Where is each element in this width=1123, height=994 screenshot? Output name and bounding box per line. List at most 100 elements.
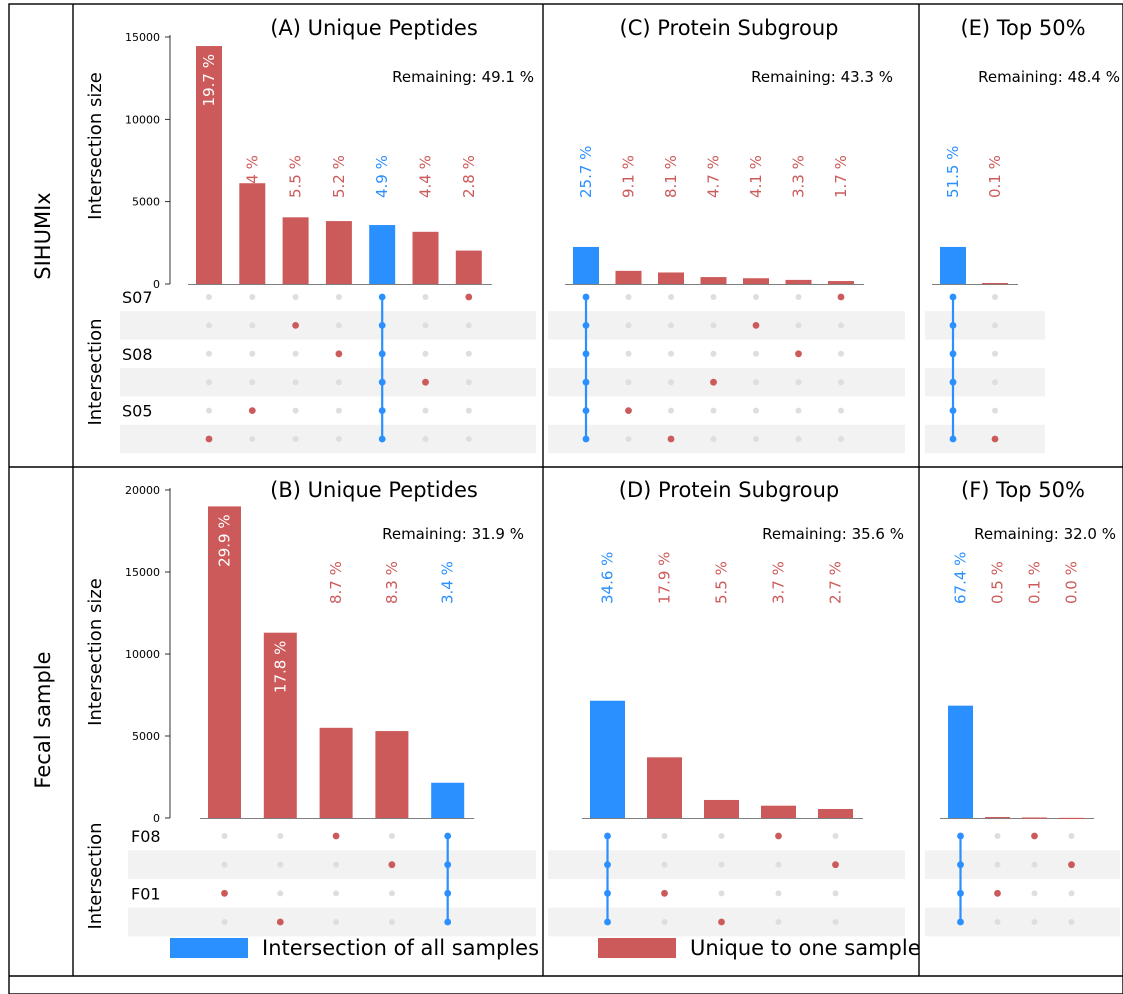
bar [948,705,973,818]
bar [375,731,409,818]
matrix-dot-active [444,918,452,926]
matrix-dot-inactive [668,294,674,300]
matrix-dot-inactive [992,379,998,386]
matrix-dot-active [378,435,386,443]
row-label-fecal: Fecal sample [31,651,55,788]
percent-label: 8.1 % [662,155,680,198]
percent-label: 51.5 % [944,146,962,198]
bar [263,632,297,818]
matrix-dot-inactive [277,861,284,868]
matrix-dot-inactive [249,436,256,442]
matrix-dot-inactive [753,436,759,442]
matrix-dot-inactive [333,890,340,897]
matrix-dot-inactive [292,379,299,386]
matrix-dot-inactive [465,350,472,357]
matrix-dot-inactive [292,407,299,414]
matrix-dot-inactive [795,322,802,329]
matrix-stripe [548,424,905,454]
matrix-dot-inactive [753,350,759,357]
matrix-dot-active [378,322,386,329]
matrix-dot-active [582,322,590,329]
matrix-dot-inactive [1068,919,1075,925]
matrix-label-bottom: Intersection [85,822,106,929]
matrix-dot-active [775,832,782,840]
percent-label: 2.8 % [460,155,478,198]
matrix-dot-inactive [277,890,284,897]
percent-label: 19.7 % [200,54,218,106]
percent-label: 4.9 % [373,155,391,198]
bar [818,808,853,818]
matrix-dot-active [661,889,668,897]
percent-label: 9.1 % [620,155,638,198]
matrix-dot-active [248,407,256,414]
percent-label: 67.4 % [952,552,970,604]
matrix-dot-active [752,322,760,329]
panel-title: (C) Protein Subgroup [620,16,839,40]
matrix-dot-inactive [832,919,839,925]
bar [647,757,682,818]
matrix-dot-inactive [221,861,228,868]
matrix-dot-active [994,889,1001,897]
matrix-dot-inactive [668,379,674,386]
bar [412,231,439,284]
matrix-dot-active [276,918,284,926]
bar [455,250,482,284]
matrix-dot-inactive [753,294,759,300]
remaining-label: Remaining: 31.9 % [382,525,524,543]
matrix-dot-inactive [795,407,802,414]
bar [319,727,353,818]
matrix-dot-inactive [668,350,674,357]
matrix-stripe [128,907,536,937]
y-tick-label: 15000 [125,566,160,579]
matrix-dot-inactive [668,322,674,329]
panel: (C) Protein Subgroup Remaining: 43.3 % 25.… [548,16,905,454]
matrix-dot-inactive [661,861,668,868]
matrix-dot-active [949,378,957,386]
bar [785,279,812,284]
percent-label: 3.3 % [790,155,808,198]
matrix-dot-active [667,435,675,443]
bar [982,283,1008,285]
matrix-stripe [548,907,905,937]
matrix-dot-inactive [422,436,429,442]
matrix-dot-inactive [718,833,725,839]
percent-label: 1.7 % [832,155,850,198]
matrix-dot-active [292,322,299,329]
panel-title: (B) Unique Peptides [270,478,478,502]
matrix-dot-inactive [206,379,212,386]
percent-label: 0.1 % [1026,561,1044,604]
legend: Intersection of all samples Unique to on… [170,936,921,960]
y-tick-label: 5000 [132,196,160,209]
matrix-stripe [548,850,905,879]
matrix-dot-inactive [625,294,632,300]
matrix-dot-active [205,435,213,443]
panel-title: (E) Top 50% [960,16,1085,40]
matrix-dot-active [582,350,590,358]
bar [700,277,727,284]
matrix-dot-inactive [1031,919,1038,925]
bar [325,221,352,284]
matrix-dot-inactive [465,322,472,329]
matrix-stripe [128,850,536,879]
matrix-dot-active [1068,861,1075,869]
y-tick-label: 10000 [125,648,160,661]
matrix-dot-active [604,918,611,926]
sample-label: S07 [122,288,153,307]
matrix-dot-active [604,889,611,897]
matrix-dot-inactive [249,322,256,329]
bar [1022,817,1047,819]
matrix-dot-inactive [994,833,1001,839]
matrix-dot-inactive [465,436,472,442]
matrix-dot-inactive [206,350,212,357]
panel: (A) Unique Peptides Remaining: 49.1 % 19.7… [120,16,536,454]
panel-title: (D) Protein Subgroup [619,478,839,502]
matrix-dot-active [465,293,473,301]
figure-frame [8,3,1123,994]
matrix-dot-inactive [388,833,395,839]
matrix-dot-inactive [277,833,284,839]
y-tick-label: 0 [153,812,160,825]
matrix-dot-active [378,350,386,358]
matrix-dot-inactive [422,350,429,357]
panel: (B) Unique Peptides Remaining: 31.9 % 29.9… [128,478,536,937]
matrix-dot-active [388,861,396,869]
